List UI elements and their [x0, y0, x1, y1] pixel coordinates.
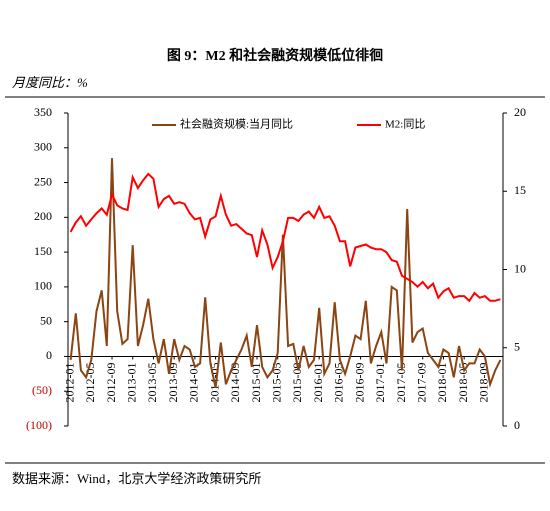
y-tick-label: (100) [26, 418, 52, 432]
y2-tick-label: 5 [514, 340, 520, 354]
y-tick-label: 250 [34, 174, 52, 188]
x-tick-label: 2015-01 [249, 362, 263, 402]
x-tick-label: 2018-01 [435, 362, 449, 402]
x-tick-label: 2017-01 [373, 362, 387, 402]
series-line [69, 158, 502, 389]
x-tick-label: 2013-05 [145, 362, 159, 402]
y-tick-label: 350 [34, 105, 52, 119]
x-tick-label: 2014-09 [228, 362, 242, 402]
y-tick-label: 200 [34, 209, 52, 223]
y2-tick-label: 10 [514, 261, 526, 275]
y-tick-label: 100 [34, 279, 52, 293]
y-tick-label: 50 [40, 313, 52, 327]
y2-tick-label: 0 [514, 418, 520, 432]
x-tick-label: 2018-09 [477, 362, 491, 402]
y-axis-label: 月度同比：% [12, 75, 88, 90]
legend-label: 社会融资规模:当月同比 [180, 117, 293, 131]
x-tick-label: 2016-09 [352, 362, 366, 402]
series-line [69, 172, 501, 303]
x-tick-label: 2012-09 [104, 362, 118, 402]
x-tick-label: 2016-05 [332, 362, 346, 402]
x-tick-label: 2016-01 [311, 362, 325, 402]
source-note: 数据来源：Wind，北京大学经济政策研究所 [12, 471, 261, 486]
chart-title: 图 9：M2 和社会融资规模低位徘徊 [167, 47, 383, 64]
x-tick-label: 2018-05 [456, 362, 470, 402]
x-tick-label: 2017-05 [394, 362, 408, 402]
y2-tick-label: 20 [514, 105, 526, 119]
y-tick-label: (50) [32, 383, 52, 397]
x-tick-label: 2012-05 [83, 362, 97, 402]
x-tick-label: 2012-01 [62, 362, 76, 402]
y-tick-label: 150 [34, 244, 52, 258]
x-tick-label: 2013-01 [124, 362, 138, 402]
y-tick-label: 300 [34, 140, 52, 154]
y-tick-label: 0 [46, 348, 52, 362]
x-tick-label: 2015-09 [290, 362, 304, 402]
x-tick-label: 2014-01 [187, 362, 201, 402]
y2-tick-label: 15 [514, 183, 526, 197]
x-tick-label: 2015-05 [269, 362, 283, 402]
x-tick-label: 2017-09 [414, 362, 428, 402]
legend-label: M2:同比 [385, 118, 425, 131]
